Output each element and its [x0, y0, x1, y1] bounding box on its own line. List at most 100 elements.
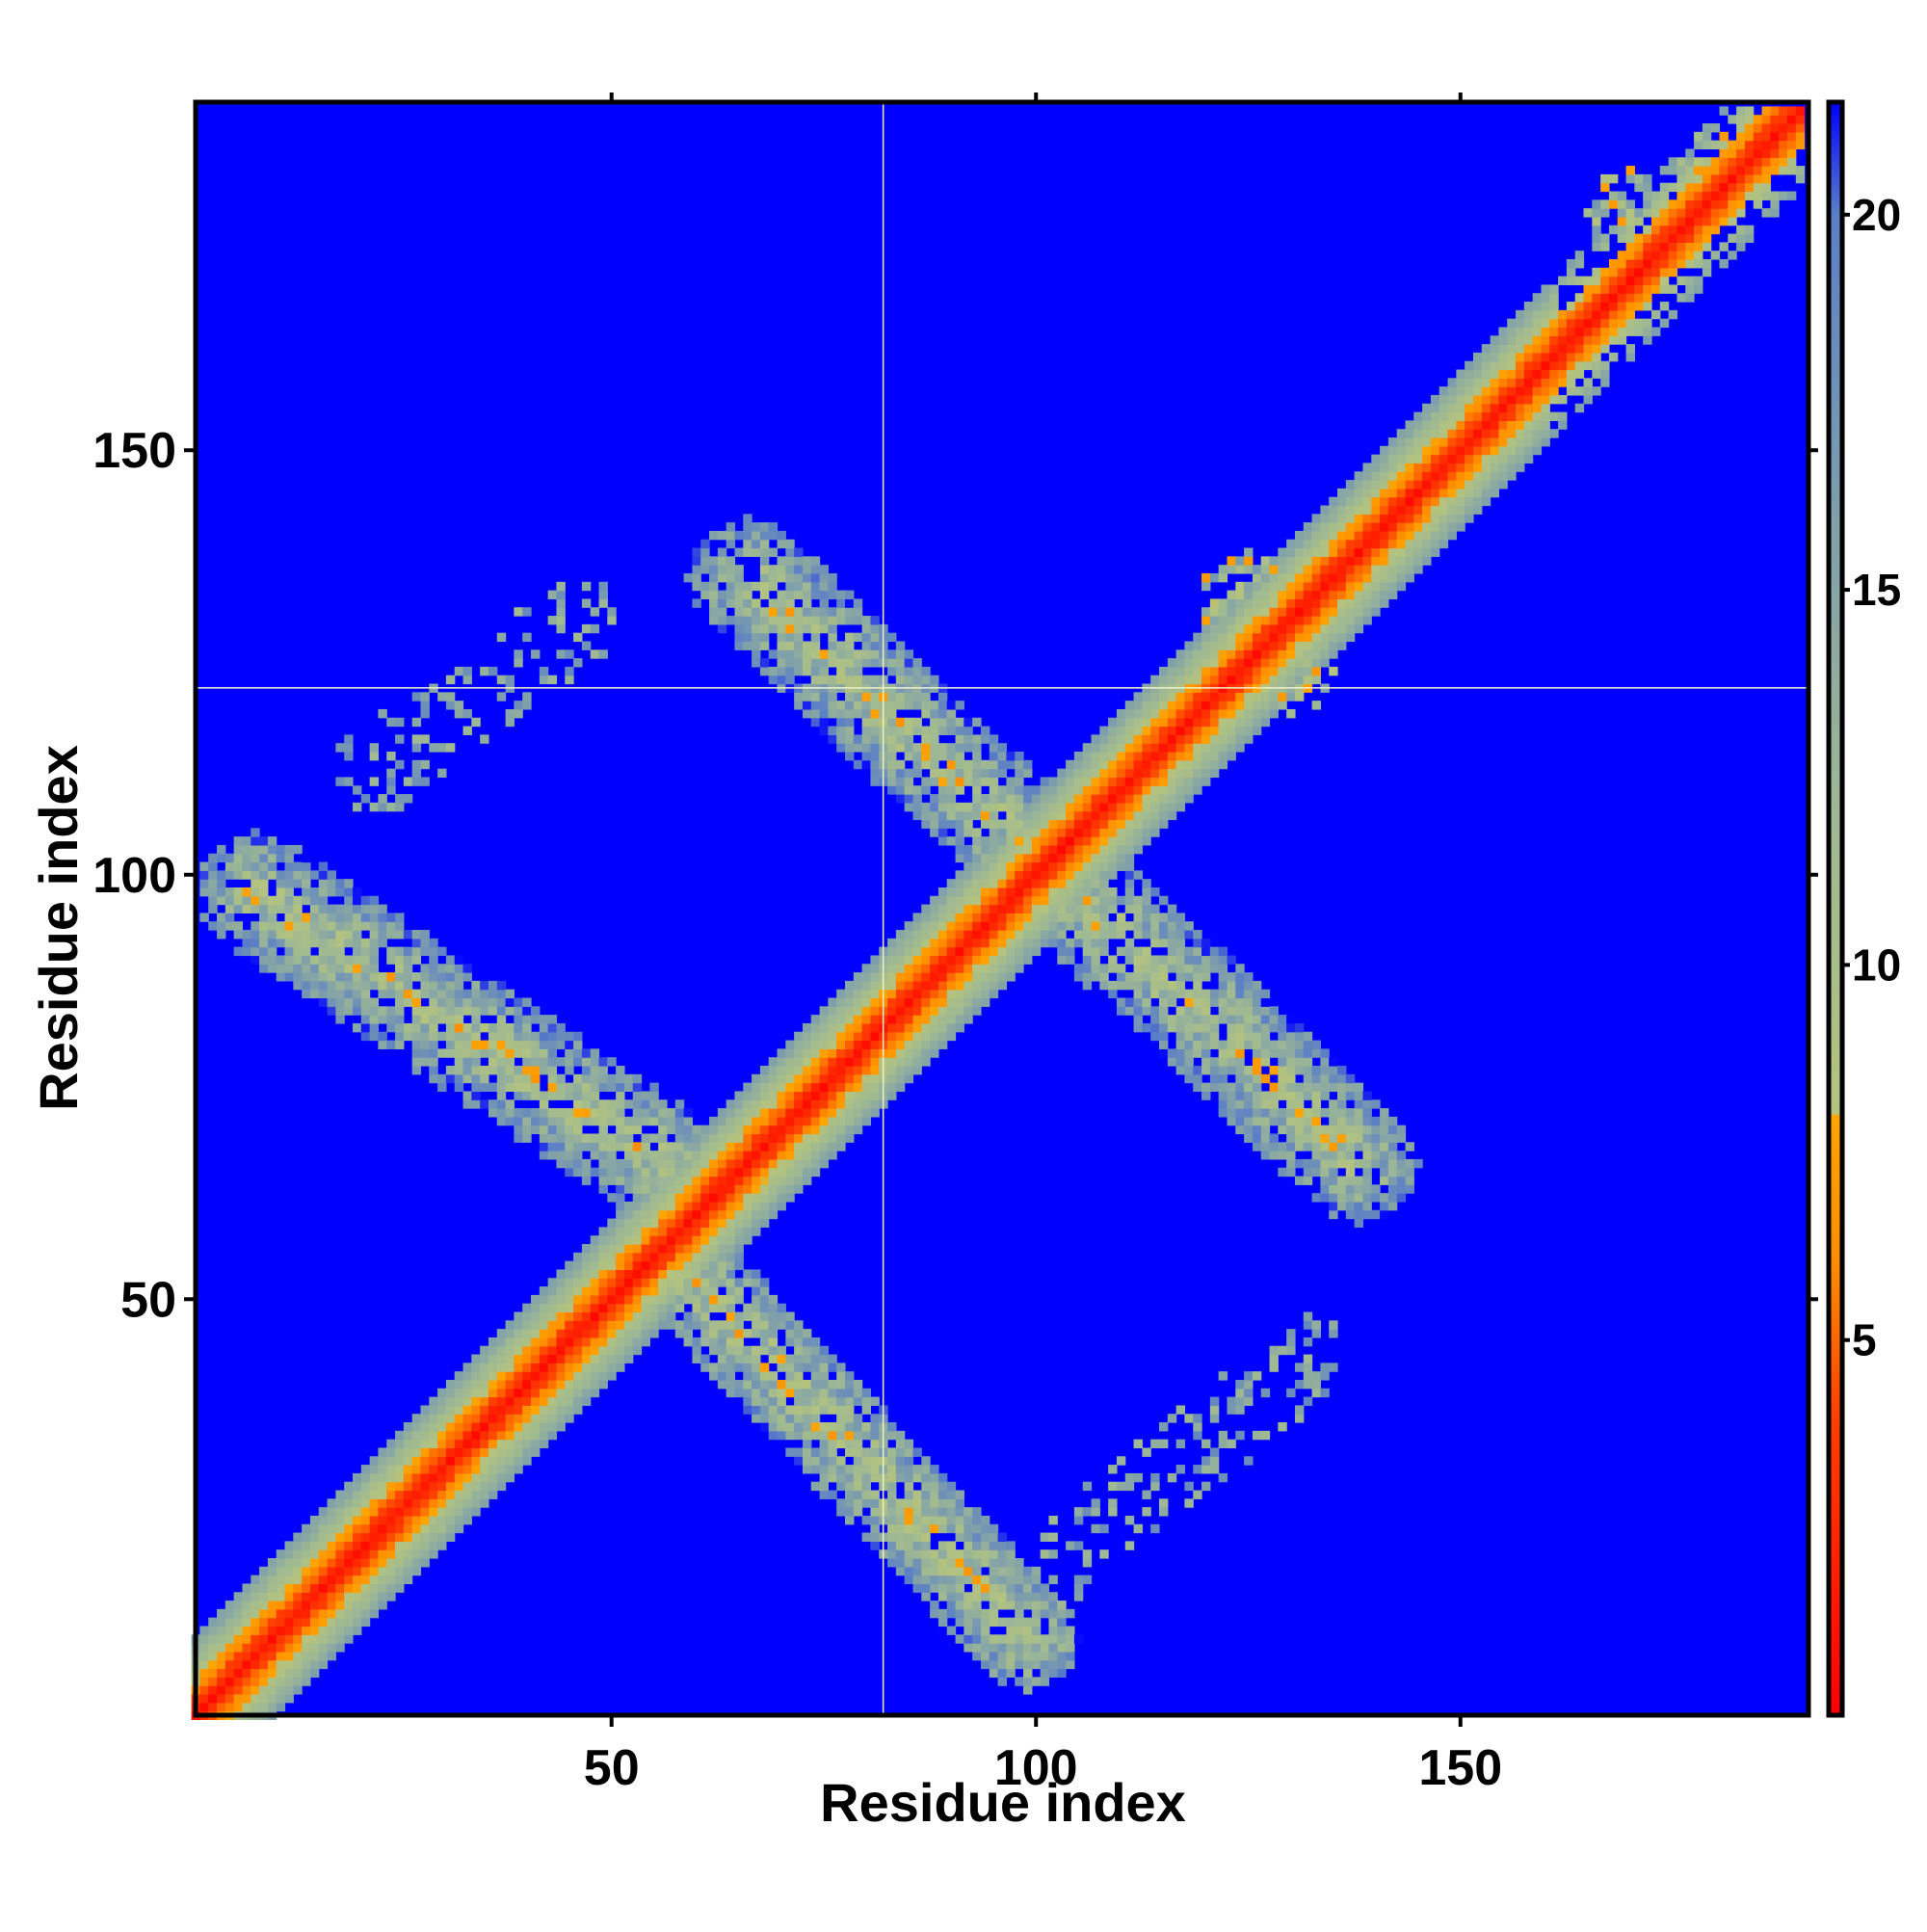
- heatmap-cell: [887, 1091, 897, 1100]
- heatmap-cell: [1057, 887, 1067, 897]
- heatmap-cell: [836, 997, 846, 1007]
- heatmap-cell: [352, 1006, 362, 1016]
- heatmap-cell: [946, 1558, 957, 1568]
- heatmap-cell: [573, 1260, 583, 1271]
- heatmap-cell: [641, 1260, 650, 1271]
- heatmap-cell: [1167, 734, 1177, 744]
- heatmap-cell: [726, 1252, 736, 1262]
- heatmap-cell: [590, 1133, 600, 1143]
- heatmap-cell: [386, 1566, 396, 1576]
- heatmap-cell: [420, 1456, 430, 1466]
- heatmap-cell: [1015, 1634, 1024, 1644]
- heatmap-cell: [683, 1176, 694, 1185]
- heatmap-cell: [445, 675, 456, 685]
- heatmap-cell: [531, 1091, 541, 1100]
- heatmap-cell: [327, 1515, 336, 1525]
- heatmap-cell: [921, 1523, 931, 1534]
- heatmap-cell: [360, 972, 371, 982]
- heatmap-cell: [904, 1532, 914, 1542]
- heatmap-cell: [514, 1133, 523, 1143]
- heatmap-cell: [1175, 1057, 1186, 1067]
- heatmap-cell: [276, 853, 286, 863]
- heatmap-cell: [870, 701, 880, 710]
- heatmap-cell: [1031, 1583, 1042, 1593]
- heatmap-cell: [302, 1601, 311, 1610]
- heatmap-cell: [242, 938, 251, 948]
- heatmap-cell: [768, 1125, 779, 1135]
- heatmap-cell: [1124, 895, 1135, 906]
- heatmap-cell: [437, 1490, 447, 1499]
- heatmap-cell: [454, 1507, 464, 1517]
- heatmap-cell: [505, 1430, 515, 1441]
- heatmap-cell: [743, 1363, 752, 1372]
- heatmap-cell: [1082, 819, 1093, 829]
- heatmap-cell: [794, 1073, 804, 1084]
- heatmap-cell: [1201, 632, 1211, 643]
- heatmap-cell: [921, 759, 931, 770]
- heatmap-cell: [318, 913, 329, 922]
- heatmap-cell: [539, 1439, 549, 1449]
- heatmap-cell: [734, 616, 744, 625]
- heatmap-cell: [692, 1278, 701, 1287]
- heatmap-cell: [1124, 759, 1135, 770]
- heatmap-cell: [700, 1363, 710, 1372]
- heatmap-cell: [1201, 972, 1211, 982]
- heatmap-cell: [233, 1702, 244, 1712]
- heatmap-cell: [522, 1379, 532, 1389]
- heatmap-cell: [810, 1116, 821, 1126]
- heatmap-cell: [1235, 641, 1245, 650]
- heatmap-cell: [1133, 794, 1143, 804]
- heatmap-cell: [1082, 768, 1093, 779]
- heatmap-cell: [259, 1592, 269, 1601]
- heatmap-cell: [930, 708, 939, 719]
- heatmap-cell: [259, 1601, 269, 1610]
- heatmap-cell: [437, 1414, 447, 1423]
- heatmap-cell: [845, 658, 855, 668]
- heatmap-cell: [785, 1048, 795, 1058]
- heatmap-cell: [895, 649, 906, 659]
- heatmap-cell: [692, 1286, 701, 1296]
- heatmap-cell: [700, 1260, 710, 1271]
- heatmap-cell: [810, 1422, 821, 1432]
- heatmap-cell: [836, 649, 846, 659]
- heatmap-cell: [1073, 752, 1084, 761]
- heatmap-cell: [734, 1235, 744, 1245]
- heatmap-cell: [1023, 1566, 1033, 1576]
- heatmap-cell: [581, 1108, 592, 1118]
- heatmap-cell: [1040, 1659, 1050, 1670]
- heatmap-cell: [378, 1006, 387, 1016]
- heatmap-cell: [1023, 913, 1033, 922]
- heatmap-cell: [522, 1345, 532, 1356]
- heatmap-cell: [1133, 844, 1143, 855]
- heatmap-cell: [607, 1311, 617, 1321]
- heatmap-cell: [386, 1490, 396, 1499]
- heatmap-cell: [302, 879, 311, 888]
- heatmap-cell: [759, 666, 770, 676]
- heatmap-cell: [327, 921, 336, 931]
- heatmap-cell: [251, 904, 260, 913]
- heatmap-cell: [1184, 701, 1194, 710]
- heatmap-cell: [955, 997, 964, 1007]
- heatmap-cell: [496, 1354, 507, 1363]
- heatmap-cell: [870, 632, 880, 643]
- heatmap-cell: [810, 572, 821, 583]
- heatmap-cell: [980, 759, 990, 770]
- heatmap-cell: [836, 1133, 846, 1143]
- heatmap-cell: [462, 1405, 472, 1415]
- heatmap-cell: [496, 1065, 507, 1075]
- heatmap-cell: [335, 1601, 345, 1610]
- heatmap-cell: [1040, 1608, 1050, 1619]
- heatmap-cell: [1048, 1651, 1058, 1661]
- heatmap-cell: [674, 1193, 685, 1203]
- heatmap-cell: [1201, 1456, 1211, 1466]
- heatmap-cell: [623, 1116, 634, 1126]
- heatmap-cell: [709, 1260, 719, 1271]
- heatmap-cell: [955, 836, 964, 846]
- heatmap-cell: [1278, 641, 1287, 650]
- heatmap-cell: [1209, 616, 1220, 625]
- heatmap-cell: [581, 1065, 592, 1075]
- heatmap-cell: [344, 1006, 354, 1016]
- heatmap-cell: [233, 904, 244, 913]
- heatmap-cell: [369, 743, 380, 753]
- heatmap-cell: [267, 1583, 277, 1593]
